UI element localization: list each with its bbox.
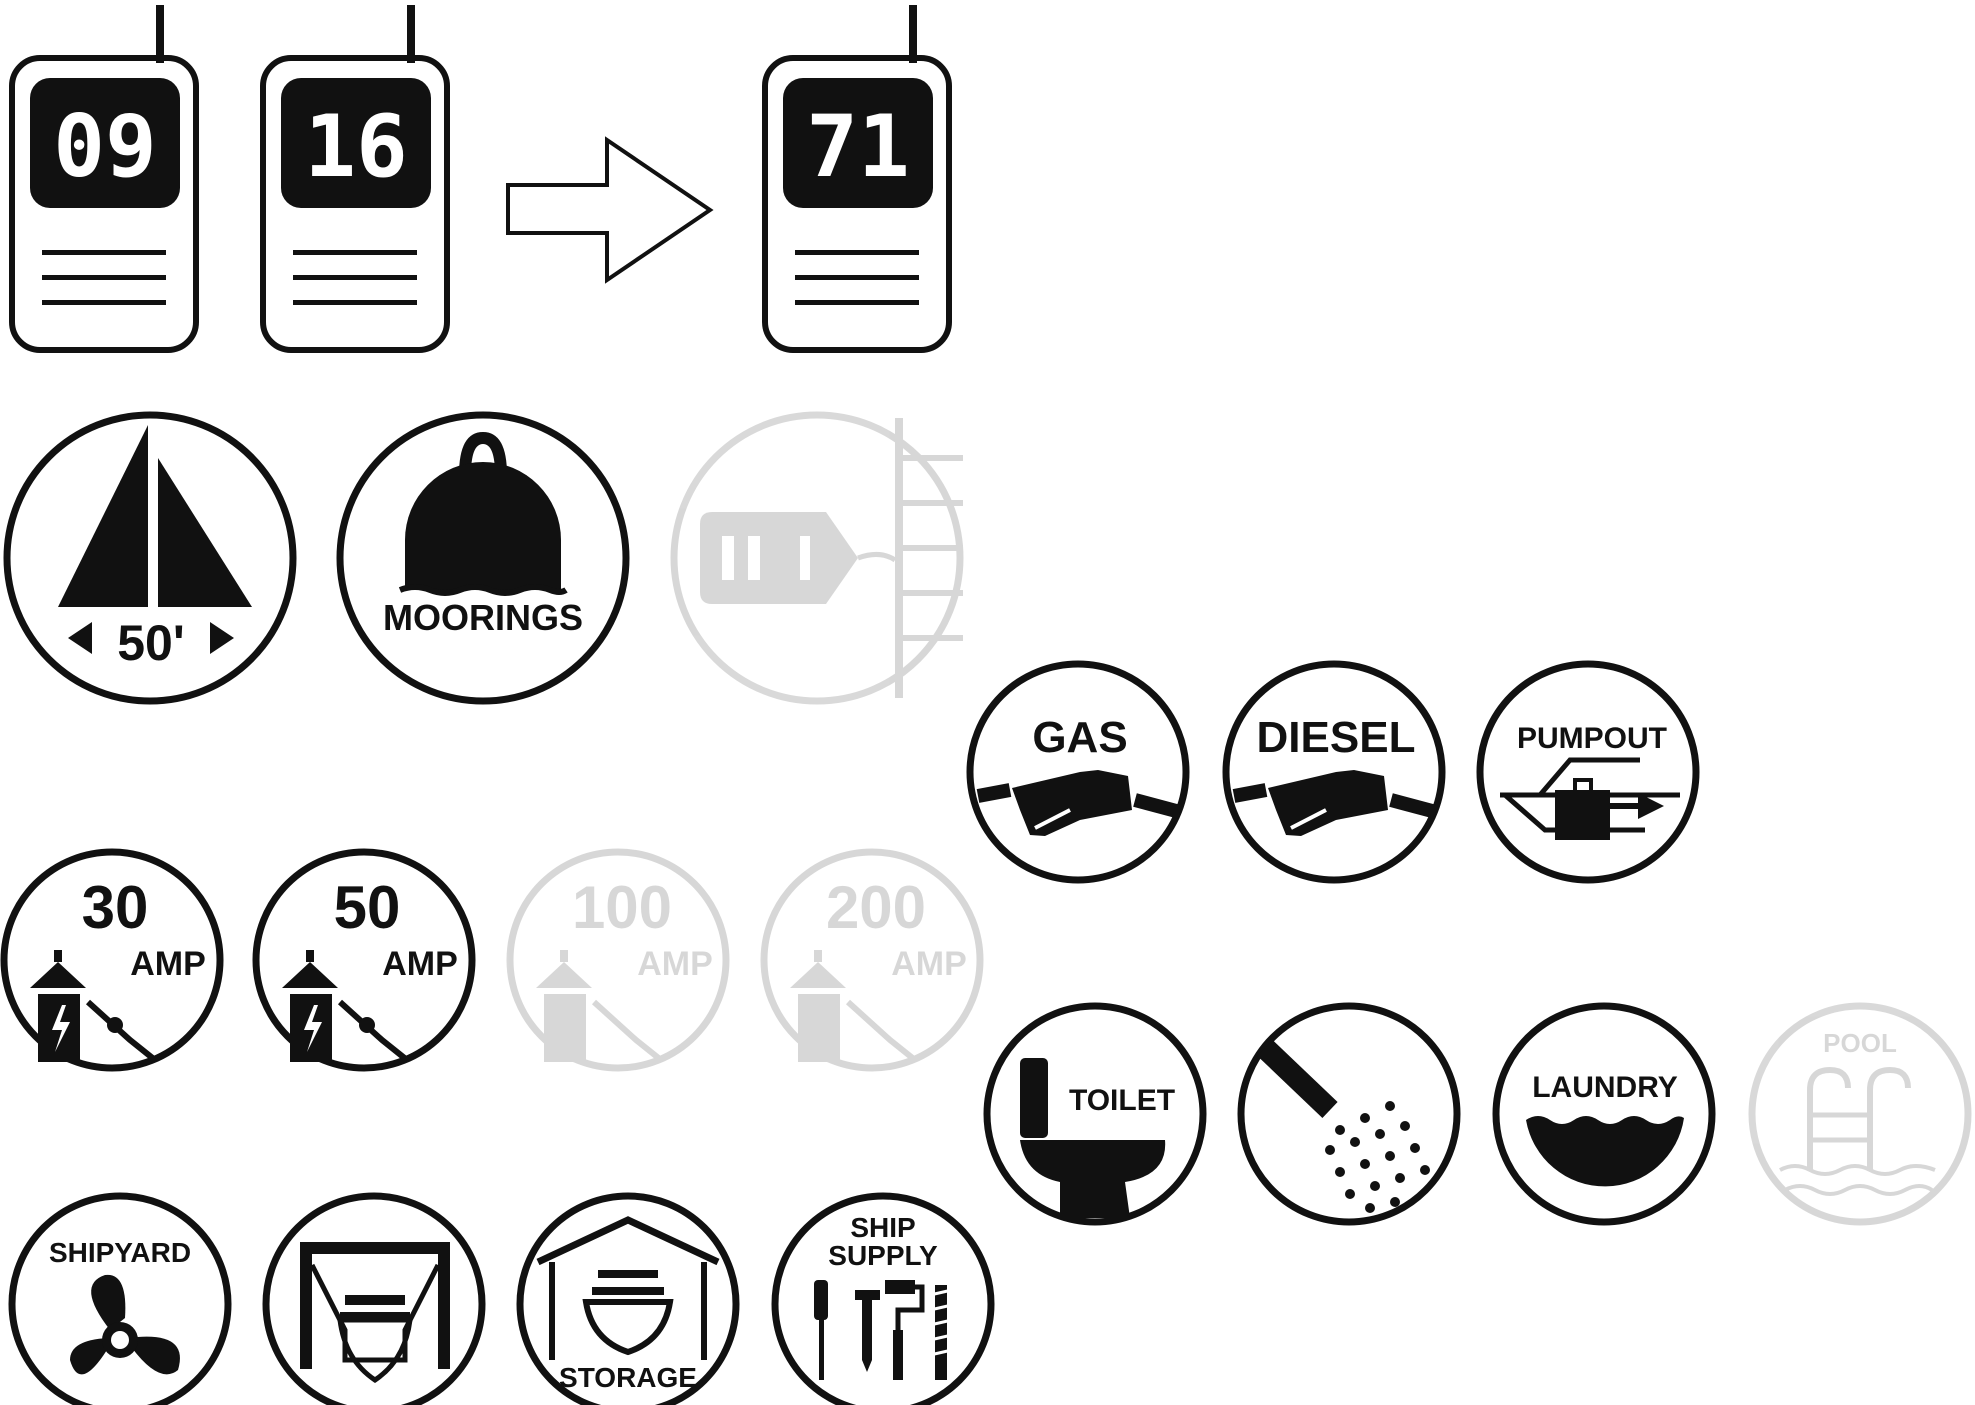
ship-supply-icon: SHIP SUPPLY [771,1192,995,1405]
power-50-unit: AMP [382,945,458,983]
power-100-unit: AMP [637,945,713,983]
moorings-label: MOORINGS [383,597,583,638]
laundry-icon: LAUNDRY [1492,1002,1716,1226]
diesel-icon: DIESEL [1222,660,1446,884]
storage-label: STORAGE [559,1362,697,1393]
boat-length-label: 50' [117,615,185,671]
radio-icon-16: 16 [260,5,450,353]
pool-label: POOL [1823,1028,1897,1058]
toilet-icon: TOILET [983,1002,1207,1226]
radio-channel-3: 71 [806,97,910,197]
radio-channel-2: 16 [304,97,408,197]
power-30-unit: AMP [130,945,206,983]
shore-power-200-icon: 200 AMP [760,848,984,1072]
radio-channel-1: 09 [53,97,157,197]
pumpout-icon: PUMPOUT [1476,660,1700,884]
toilet-label: TOILET [1069,1084,1175,1117]
shipyard-label: SHIPYARD [49,1237,191,1268]
ship-supply-label-2: SUPPLY [828,1240,938,1271]
pool-icon: POOL [1748,1002,1972,1226]
moorings-icon: MOORINGS [336,411,630,705]
shipyard-icon: SHIPYARD [8,1192,232,1405]
ship-supply-label-1: SHIP [850,1212,915,1243]
radio-icon-71: 71 [762,5,952,353]
gas-icon: GAS [966,660,1190,884]
shore-power-50-icon: 50 AMP [252,848,476,1072]
radio-icon-09: 09 [9,5,199,353]
shower-icon [1237,1002,1461,1226]
travel-lift-icon [262,1192,486,1405]
power-50-amps: 50 [334,874,401,941]
power-100-amps: 100 [572,874,672,941]
sailboat-length-icon: 50' [3,411,297,705]
gas-label: GAS [1032,713,1127,762]
dinghy-dock-icon [670,411,964,705]
diesel-label: DIESEL [1257,713,1416,762]
shore-power-100-icon: 100 AMP [506,848,730,1072]
power-30-amps: 30 [82,874,149,941]
storage-icon: STORAGE [516,1192,740,1405]
power-200-amps: 200 [826,874,926,941]
power-200-unit: AMP [891,945,967,983]
pumpout-label: PUMPOUT [1517,722,1667,755]
arrow-right-icon [506,136,714,284]
laundry-label: LAUNDRY [1532,1071,1678,1104]
shore-power-30-icon: 30 AMP [0,848,224,1072]
